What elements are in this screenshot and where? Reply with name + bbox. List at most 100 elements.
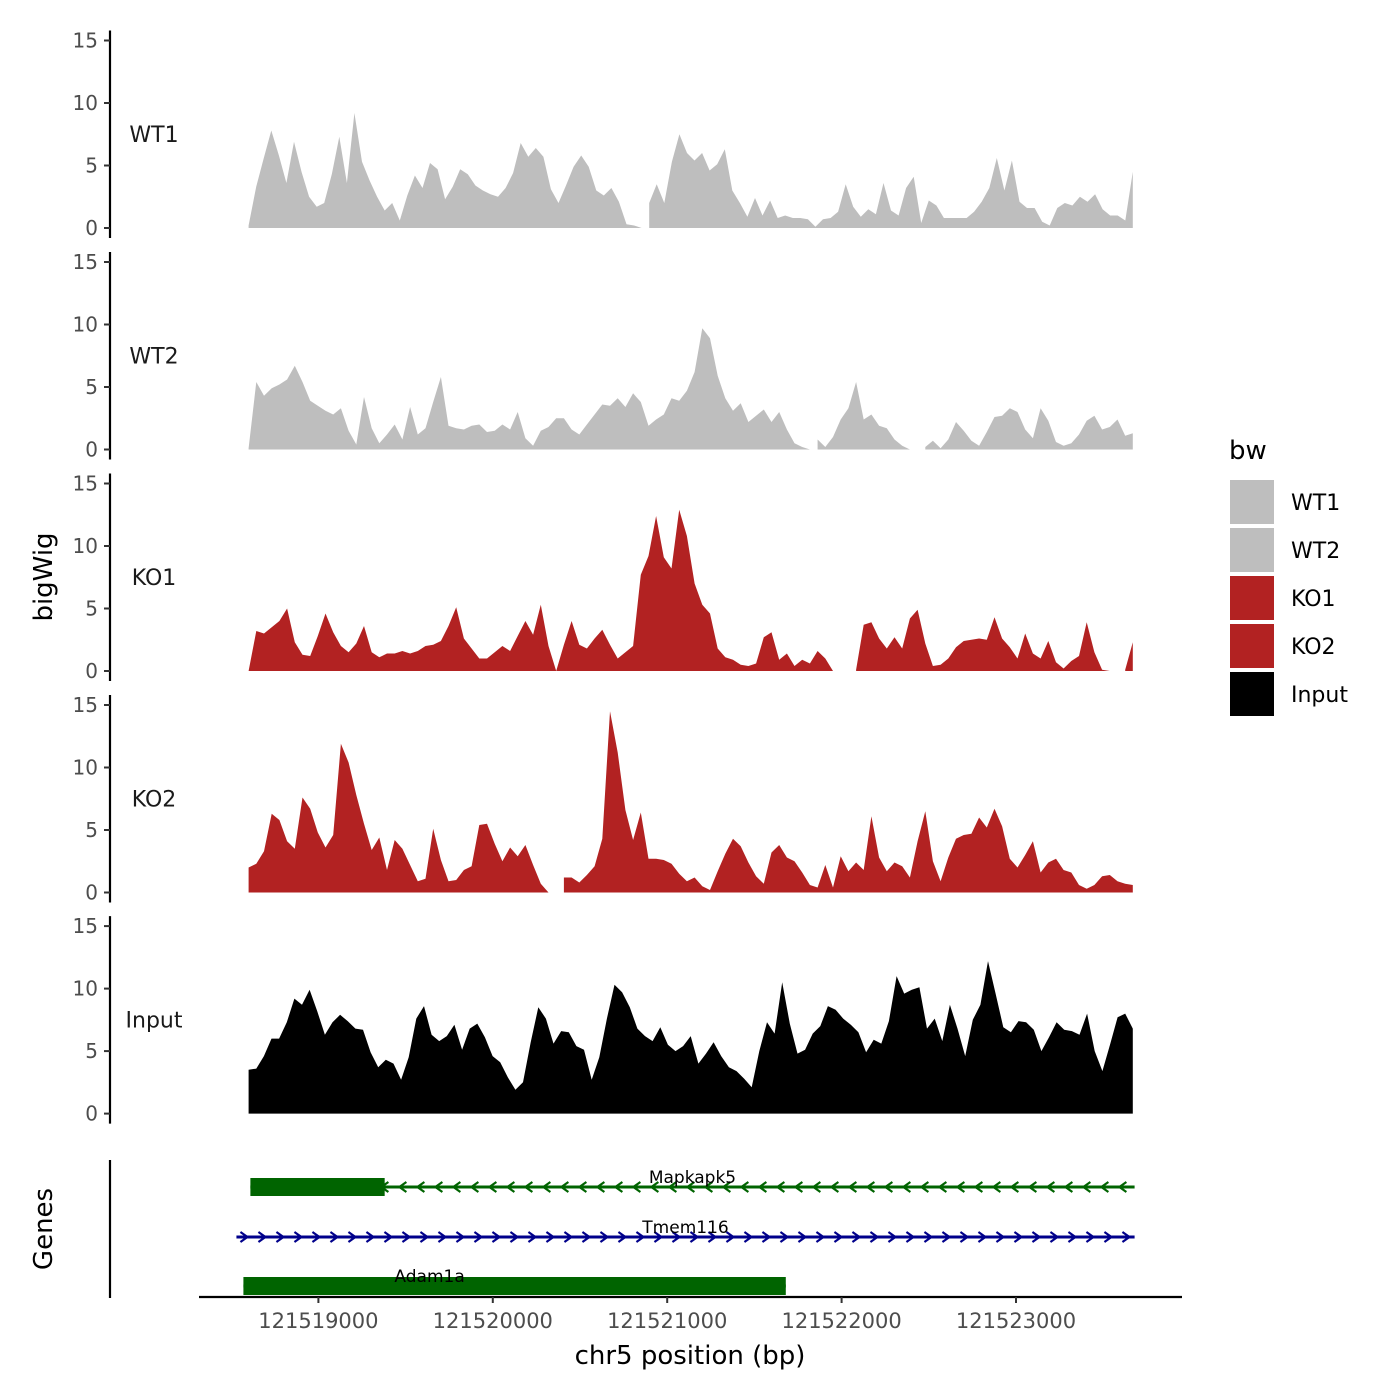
legend-item-input: Input xyxy=(1230,672,1348,716)
strand-arrow xyxy=(919,1181,930,1193)
legend-label: KO2 xyxy=(1291,635,1336,660)
strand-arrow xyxy=(815,1231,826,1243)
y-tick-label: 15 xyxy=(73,693,98,717)
gene-tmem116: Tmem116 xyxy=(236,1218,1135,1243)
legend-swatch xyxy=(1230,480,1274,524)
legend-item-ko2: KO2 xyxy=(1230,624,1336,668)
gene-label: Mapkapk5 xyxy=(649,1168,736,1188)
track-ko2: 0 5 10 15 KO2 xyxy=(73,693,1133,905)
strand-arrow xyxy=(847,1181,858,1193)
y-tick-label: 10 xyxy=(73,977,98,1001)
strand-arrow xyxy=(829,1181,840,1193)
y-tick-label: 5 xyxy=(85,375,98,399)
strand-arrow xyxy=(833,1231,844,1243)
gene-label: Adam1a xyxy=(394,1267,464,1287)
strand-arrow xyxy=(631,1181,642,1193)
x-tick-label: 121523000 xyxy=(956,1309,1076,1333)
coverage-area-wt1 xyxy=(248,113,1133,228)
strand-arrow xyxy=(1049,1231,1060,1243)
legend-item-wt2: WT2 xyxy=(1230,528,1340,572)
x-tick-label: 121520000 xyxy=(433,1309,553,1333)
y-tick-label: 5 xyxy=(85,597,98,621)
legend-label: Input xyxy=(1291,683,1348,708)
genes-axis-title: Genes xyxy=(29,1188,59,1270)
gene-label: Tmem116 xyxy=(641,1218,728,1238)
y-tick-label: 15 xyxy=(73,250,98,274)
track-label-wt1: WT1 xyxy=(129,123,178,148)
strand-arrow xyxy=(995,1231,1006,1243)
track-label-wt2: WT2 xyxy=(129,345,178,370)
strand-arrow xyxy=(275,1231,286,1243)
track-ko1: 0 5 10 15 KO1 xyxy=(73,472,1133,683)
y-tick-label: 15 xyxy=(73,914,98,938)
strand-arrow xyxy=(1009,1181,1020,1193)
strand-arrow xyxy=(1099,1181,1110,1193)
coverage-area-input xyxy=(248,961,1133,1114)
strand-arrow xyxy=(329,1231,340,1243)
strand-arrow xyxy=(599,1231,610,1243)
strand-arrow xyxy=(509,1231,520,1243)
coverage-area-ko1 xyxy=(248,509,1133,671)
strand-arrow xyxy=(793,1181,804,1193)
y-axis-title: bigWig xyxy=(29,532,59,621)
strand-arrow xyxy=(559,1181,570,1193)
strand-arrow xyxy=(1103,1231,1114,1243)
strand-arrow xyxy=(851,1231,862,1243)
strand-arrow xyxy=(437,1231,448,1243)
y-tick-label: 0 xyxy=(85,438,98,462)
legend-item-ko1: KO1 xyxy=(1230,576,1336,620)
gene-mapkapk5: Mapkapk5 xyxy=(250,1168,1135,1196)
coverage-area-wt2 xyxy=(248,328,1133,450)
strand-arrow xyxy=(1085,1231,1096,1243)
strand-arrow xyxy=(1117,1181,1128,1193)
strand-arrow xyxy=(923,1231,934,1243)
strand-arrow xyxy=(523,1181,534,1193)
track-label-ko1: KO1 xyxy=(132,566,177,591)
strand-arrow xyxy=(617,1231,628,1243)
strand-arrow xyxy=(347,1231,358,1243)
strand-arrow xyxy=(775,1181,786,1193)
strand-arrow xyxy=(595,1181,606,1193)
strand-arrow xyxy=(257,1231,268,1243)
strand-arrow xyxy=(797,1231,808,1243)
gene-track: Mapkapk5 Tmem116 Adam1a xyxy=(108,1160,1135,1298)
strand-arrow xyxy=(865,1181,876,1193)
y-tick-label: 5 xyxy=(85,154,98,178)
exon-block xyxy=(250,1178,385,1196)
strand-arrow xyxy=(545,1231,556,1243)
strand-arrow xyxy=(613,1181,624,1193)
x-tick-label: 121521000 xyxy=(607,1309,727,1333)
strand-arrow xyxy=(527,1231,538,1243)
strand-arrow xyxy=(743,1231,754,1243)
legend: bw WT1 WT2 KO1 KO2 Input xyxy=(1229,436,1348,716)
strand-arrow xyxy=(887,1231,898,1243)
strand-arrow xyxy=(905,1231,916,1243)
strand-arrow xyxy=(1031,1231,1042,1243)
strand-arrow xyxy=(1121,1231,1132,1243)
strand-arrow xyxy=(401,1231,412,1243)
track-wt1: 0 5 10 15 WT1 xyxy=(73,29,1133,240)
strand-arrow xyxy=(1063,1181,1074,1193)
strand-arrow xyxy=(811,1181,822,1193)
legend-title: bw xyxy=(1229,436,1267,466)
strand-arrow xyxy=(1081,1181,1092,1193)
y-tick-label: 0 xyxy=(85,881,98,905)
strand-arrow xyxy=(433,1181,444,1193)
y-tick-label: 0 xyxy=(85,659,98,683)
track-wt2: 0 5 10 15 WT2 xyxy=(73,250,1133,462)
strand-arrow xyxy=(703,1181,714,1193)
bigwig-tracks: 0 5 10 15 WT1 0 5 10 15 WT2 0 5 10 15 KO1 0 5 10 15 KO2 0 5 10… xyxy=(73,29,1133,1126)
strand-arrow xyxy=(505,1181,516,1193)
strand-arrow xyxy=(581,1231,592,1243)
strand-arrow xyxy=(563,1231,574,1243)
strand-arrow xyxy=(869,1231,880,1243)
strand-arrow xyxy=(721,1181,732,1193)
strand-arrow xyxy=(779,1231,790,1243)
strand-arrow xyxy=(365,1231,376,1243)
strand-arrow xyxy=(761,1231,772,1243)
legend-swatch xyxy=(1230,672,1274,716)
track-input: 0 5 10 15 Input xyxy=(73,914,1133,1126)
x-axis: 121519000 121520000 121521000 121522000 1215… xyxy=(199,1295,1182,1333)
legend-swatch xyxy=(1230,624,1274,668)
